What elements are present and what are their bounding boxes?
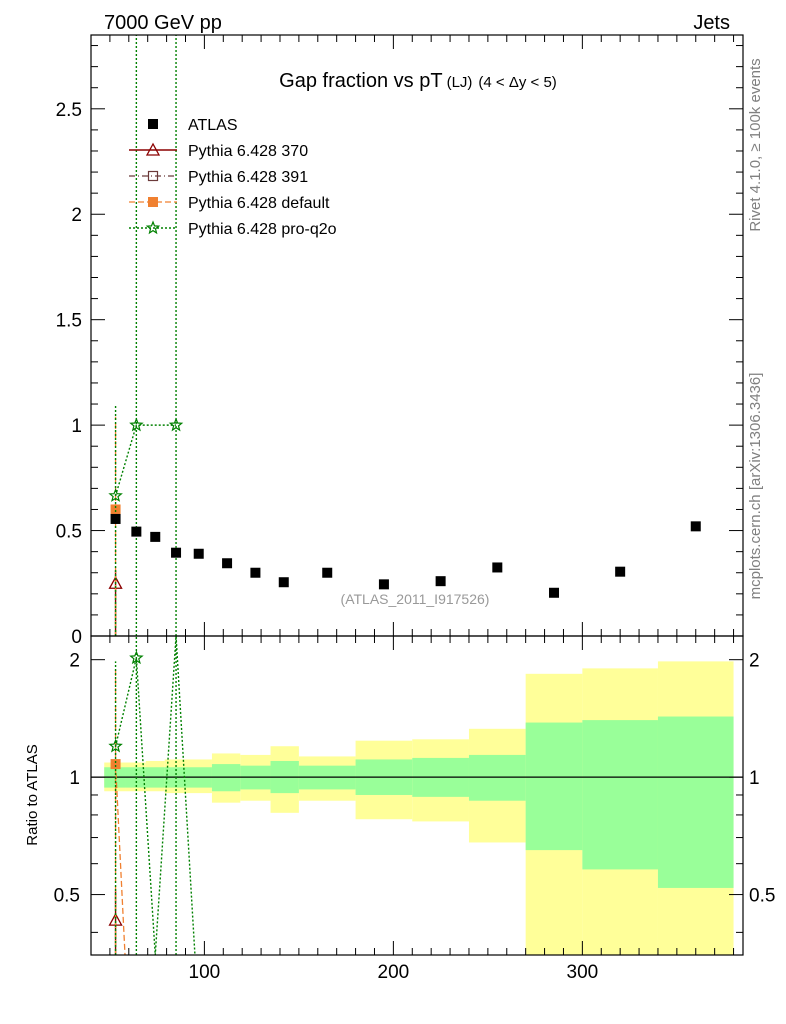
main-ytick-label: 1 bbox=[71, 416, 82, 437]
rivet-version-label: Rivet 4.1.0, ≥ 100k events bbox=[747, 58, 764, 231]
legend-marker bbox=[145, 220, 161, 235]
stat-uncertainty-band bbox=[657, 716, 734, 888]
atlas-marker bbox=[322, 567, 333, 578]
legend-item: Pythia 6.428 default bbox=[129, 195, 330, 212]
main-ytick-label: 0.5 bbox=[56, 522, 82, 543]
ratio-mc-marker bbox=[110, 759, 121, 770]
chart-title-condition: (4 < Δy < 5) bbox=[478, 74, 556, 91]
legend-label: Pythia 6.428 default bbox=[188, 195, 330, 212]
legend-label: ATLAS bbox=[188, 117, 238, 134]
ratio-xtick-label: 100 bbox=[189, 962, 221, 983]
main-ytick-label: 1.5 bbox=[56, 311, 82, 332]
mc-marker bbox=[129, 417, 144, 432]
atlas-marker bbox=[131, 526, 142, 537]
legend-marker bbox=[147, 170, 159, 182]
atlas-marker bbox=[492, 562, 503, 573]
header-left: 7000 GeV pp bbox=[104, 12, 222, 34]
stat-uncertainty-band bbox=[525, 722, 583, 851]
ratio-mc-marker bbox=[129, 650, 144, 665]
ratio-ytick-label-right: 1 bbox=[749, 768, 760, 789]
mc-marker bbox=[168, 417, 184, 432]
stat-uncertainty-band bbox=[468, 754, 526, 801]
ratio-ytick-label: 2 bbox=[69, 651, 80, 672]
main-ytick-label: 2 bbox=[71, 205, 82, 226]
atlas-marker bbox=[690, 521, 701, 532]
ratio-ytick-label-right: 0.5 bbox=[749, 886, 775, 907]
atlas-marker bbox=[110, 513, 121, 524]
atlas-marker bbox=[193, 548, 204, 559]
atlas-marker bbox=[250, 567, 261, 578]
legend-item: ATLAS bbox=[148, 117, 238, 134]
analysis-watermark: (ATLAS_2011_I917526) bbox=[341, 591, 490, 607]
ratio-mc-marker bbox=[108, 738, 123, 753]
ratio-ylabel: Ratio to ATLAS bbox=[24, 744, 41, 845]
atlas-marker bbox=[435, 576, 446, 587]
main-ytick-label: 2.5 bbox=[56, 100, 82, 121]
ratio-panel: 0.5 0.5 1 1 2 2 100 200 300 Ratio to ATLAS bbox=[24, 635, 775, 983]
stat-uncertainty-band bbox=[582, 720, 658, 870]
main-ytick-label: 0 bbox=[71, 627, 82, 648]
ratio-ytick-label-right: 2 bbox=[749, 651, 760, 672]
chart-title-sub: (LJ) bbox=[447, 74, 473, 91]
ratio-ytick-label: 0.5 bbox=[54, 886, 80, 907]
legend: ATLAS Pythia 6.428 370 Pythia 6.428 391 Pyt… bbox=[129, 117, 337, 238]
atlas-marker bbox=[278, 577, 289, 588]
ratio-ytick-label: 1 bbox=[69, 768, 80, 789]
mcplots-label: mcplots.cern.ch [arXiv:1306.3436] bbox=[747, 373, 764, 600]
main-plot-area bbox=[108, 35, 701, 636]
legend-label: Pythia 6.428 pro-q2o bbox=[188, 221, 337, 238]
legend-label: Pythia 6.428 370 bbox=[188, 143, 308, 160]
legend-item: Pythia 6.428 370 bbox=[129, 142, 308, 160]
atlas-marker bbox=[378, 579, 389, 590]
atlas-marker bbox=[615, 566, 626, 577]
ratio-frame bbox=[90, 635, 744, 956]
ratio-xtick-label: 300 bbox=[567, 962, 599, 983]
ratio-mc-line bbox=[114, 636, 196, 955]
atlas-marker bbox=[222, 558, 233, 569]
chart-title-main: Gap fraction vs pT bbox=[279, 70, 442, 92]
legend-marker bbox=[148, 119, 158, 129]
legend-item: Pythia 6.428 pro-q2o bbox=[129, 220, 337, 238]
chart-title: Gap fraction vs pT (LJ) (4 < Δy < 5) bbox=[279, 70, 557, 92]
atlas-marker bbox=[150, 531, 161, 542]
ratio-plot-area bbox=[91, 636, 743, 955]
legend-marker bbox=[145, 142, 161, 156]
header-right: Jets bbox=[693, 12, 730, 34]
main-panel: Gap fraction vs pT (LJ) (4 < Δy < 5) (ATLAS… bbox=[56, 34, 744, 648]
legend-label: Pythia 6.428 391 bbox=[188, 169, 308, 186]
atlas-marker bbox=[549, 587, 560, 598]
mc-line bbox=[114, 424, 177, 496]
ratio-mc-line bbox=[114, 764, 126, 955]
mc-marker bbox=[108, 488, 123, 502]
ratio-xtick-label: 200 bbox=[378, 962, 410, 983]
mc-marker bbox=[110, 504, 121, 515]
legend-marker bbox=[148, 197, 158, 207]
atlas-marker bbox=[171, 547, 182, 558]
legend-item: Pythia 6.428 391 bbox=[129, 169, 308, 186]
